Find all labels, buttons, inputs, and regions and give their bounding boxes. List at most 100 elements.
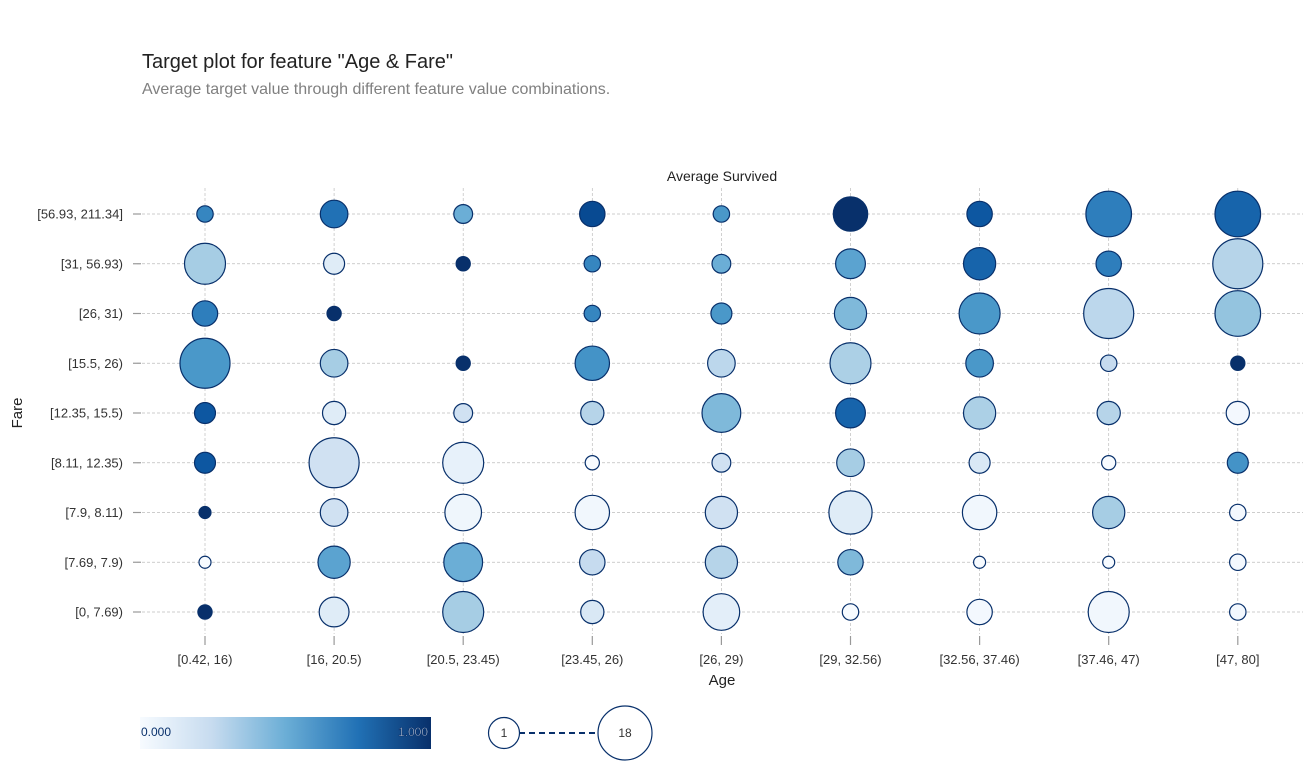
y-tick-label: [56.93, 211.34] [37,207,123,222]
bubble-point [574,345,611,382]
x-tick-label: [20.5, 23.45) [427,652,500,667]
size-legend-max-label: 18 [618,726,632,740]
bubble-point [1229,603,1247,621]
bubble-point [1230,355,1246,371]
bubble-point [323,252,346,275]
bubble-point [1100,455,1117,471]
bubble-point [442,441,485,484]
bubble-point [455,355,471,371]
bubble-point [1091,495,1126,530]
bubble-point [1229,553,1247,572]
bubble-point [580,599,605,625]
x-tick-label: [16, 20.5) [307,652,362,667]
bubble-point [702,593,741,631]
bubble-point [833,296,868,331]
bubble-point [574,494,611,531]
x-tick-label: [32.56, 37.46) [939,652,1019,667]
y-tick-label: [31, 56.93) [61,256,123,271]
x-tick-label: [47, 80] [1216,652,1259,667]
bubble-point [961,494,998,531]
bubble-point [711,253,732,274]
bubble-point [966,200,993,228]
x-axis-title: Age [709,672,736,689]
color-bar-min-label: 0.000 [141,725,171,739]
bubble-point [834,397,866,429]
bubble-point [710,302,733,325]
bubble-point [198,505,212,520]
bubble-point [1214,290,1262,337]
y-tick-label: [26, 31) [79,306,123,321]
bubble-point [1085,190,1133,238]
bubble-point [321,400,347,426]
bubble-point [834,248,866,280]
x-tick-label: [23.45, 26) [561,652,623,667]
color-bar [140,717,431,749]
bubble-point [828,490,873,535]
bubble-point [453,403,474,424]
axes: [0.42, 16) [16, 20.5) [20.5, 23.45) [23.45,… [37,207,1259,668]
chart-subtitle: Average target value through different f… [142,81,610,98]
color-bar-max-label: 1.000 [398,725,428,739]
x-tick-label: [29, 32.56) [819,652,881,667]
bubble-point [1083,287,1135,340]
bubble-point [704,545,739,579]
bubble-point [1212,238,1264,290]
bubble-point [197,604,213,620]
y-tick-label: [7.69, 7.9) [64,555,123,570]
bubble-point [1087,590,1130,634]
bubble-point [578,548,606,576]
bubble-point [1096,400,1121,426]
bubble-point [443,542,484,583]
size-legend-large-circle [597,705,653,761]
bubble-point [707,348,736,378]
size-legend-small-circle [487,716,521,750]
bubble-point [962,247,997,281]
bubble-point [317,545,351,579]
bubble-point [837,548,864,576]
y-tick-label: [8.11, 12.35) [51,455,123,470]
bubble-point [583,304,602,323]
bubble-point [318,596,350,628]
y-axis-title: Fare [9,398,26,429]
bubble-point [965,348,994,378]
bubble-point [1214,190,1262,238]
bubble-point [962,396,997,430]
bubble-point [578,200,606,228]
bubble-point [712,205,731,223]
bubble-point [580,400,605,426]
bubble-point [319,199,349,229]
y-tick-label: [0, 7.69) [75,605,123,620]
bubble-point [198,555,212,569]
bubble-point [1229,503,1247,522]
bubble-point [308,437,360,489]
bubbles [179,190,1264,634]
bubble-point [179,337,231,389]
x-tick-label: [0.42, 16) [178,652,233,667]
y-tick-label: [7.9, 8.11) [65,505,123,520]
bubble-point [841,603,860,621]
bubble-point [966,598,993,626]
bubble-point [972,555,987,569]
bubble-point [455,256,471,272]
bubble-point [319,498,349,527]
bubble-point [326,305,342,322]
bubble-point [319,348,349,378]
x-tick-label: [26, 29) [699,652,743,667]
bubble-point [701,393,742,434]
bubble-point [832,196,869,232]
bubble-point [968,451,991,474]
bubble-point [836,448,865,478]
color-scale-title: Average Survived [667,168,777,184]
bubble-point [1226,451,1249,474]
bubble-point [193,451,217,474]
y-tick-label: [15.5, 26) [68,356,123,371]
x-tick-label: [37.46, 47) [1078,652,1140,667]
bubble-point [1099,354,1118,373]
bubble-point [583,254,602,273]
bubble-point [453,204,474,225]
bubble-point [1095,250,1122,278]
y-tick-label: [12.35, 15.5) [50,406,123,421]
bubble-point [1225,400,1251,426]
bubble-point [711,452,732,473]
bubble-point [196,205,214,223]
